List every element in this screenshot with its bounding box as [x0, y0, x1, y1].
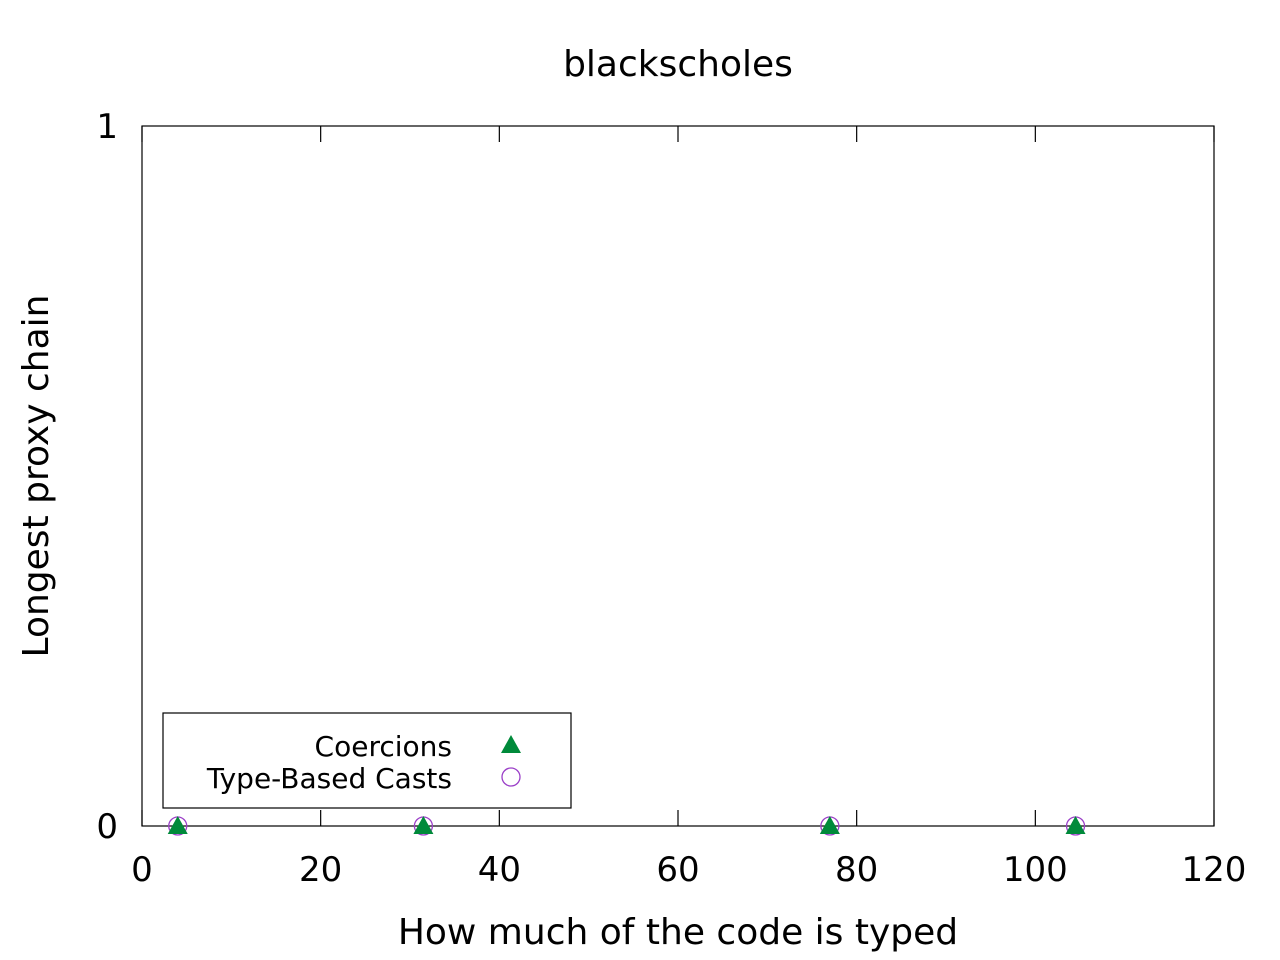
x-tick-label: 20 — [299, 850, 342, 890]
y-axis-label: Longest proxy chain — [16, 295, 57, 658]
data-points — [167, 816, 1086, 836]
axis-ticks: 0 20 40 60 80 100 120 0 1 — [96, 107, 1246, 890]
x-tick-label: 40 — [478, 850, 521, 890]
y-tick-label: 0 — [96, 807, 118, 847]
data-point-coercions — [167, 816, 188, 834]
chart-title: blackscholes — [563, 44, 793, 85]
y-tick-label: 1 — [96, 107, 118, 147]
legend-box — [162, 712, 572, 809]
x-tick-label: 60 — [656, 850, 699, 890]
x-tick-label: 0 — [131, 850, 153, 890]
data-point-coercions — [1065, 816, 1086, 834]
x-tick-label: 100 — [1003, 850, 1068, 890]
plot-frame — [141, 125, 1215, 827]
legend-label-coercions: Coercions — [315, 730, 452, 763]
legend-marker-coercions — [501, 735, 521, 753]
legend-marker-type-based-casts — [501, 767, 521, 787]
x-tick-label: 120 — [1182, 850, 1247, 890]
legend-label-type-based-casts: Type-Based Casts — [206, 762, 452, 795]
data-point-coercions — [819, 816, 840, 834]
x-axis-label: How much of the code is typed — [398, 912, 958, 953]
x-tick-label: 80 — [835, 850, 878, 890]
data-point-coercions — [413, 816, 434, 834]
legend: Coercions Type-Based Casts — [162, 712, 572, 809]
